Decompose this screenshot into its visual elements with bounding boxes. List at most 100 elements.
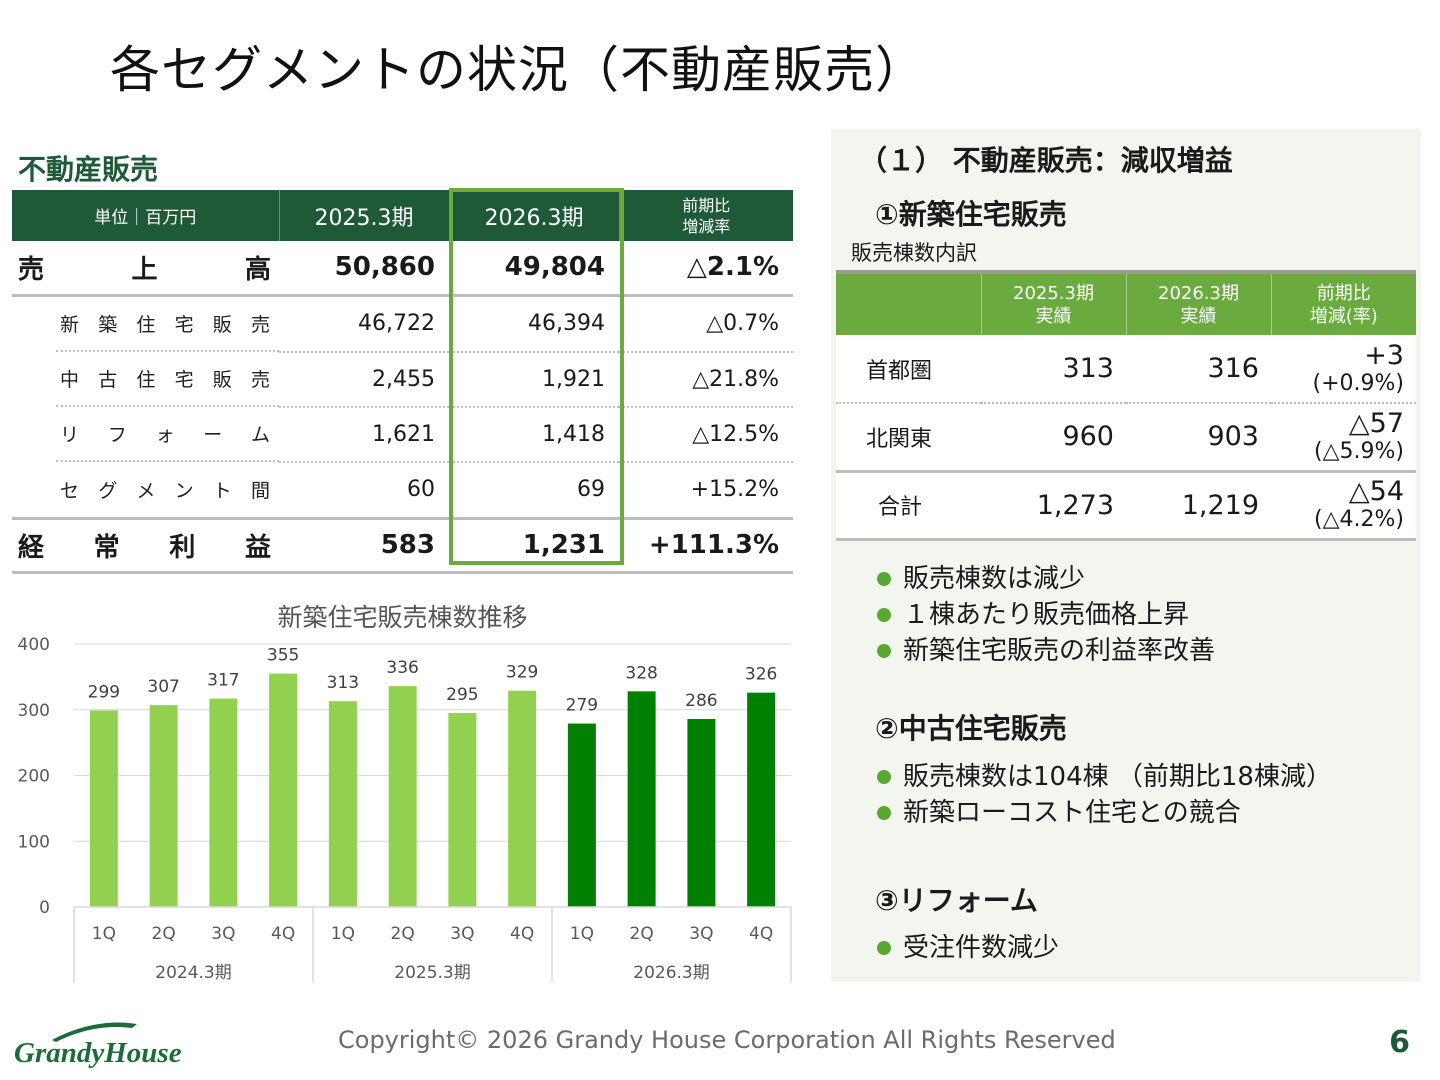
bar-value-label: 279 <box>566 696 598 716</box>
label-char: メ <box>136 479 156 502</box>
label-char: 売 <box>250 313 270 336</box>
label-char: 高 <box>244 254 271 285</box>
curr-value: 1,921 <box>449 351 619 408</box>
financial-row: 中古住宅販売 2,455 1,921 △21.8% <box>12 351 793 408</box>
label-char: 売 <box>250 368 270 391</box>
units-breakdown-caption: 販売棟数内訳 <box>851 241 977 265</box>
label-char: ト <box>212 479 232 502</box>
summary-panel: （１） 不動産販売：減収増益 ①新築住宅販売 販売棟数内訳 2025.3期 実績 2… <box>831 129 1421 982</box>
label-char: セ <box>60 479 80 502</box>
units-header-cell <box>836 272 982 335</box>
units-prev: 960 <box>981 403 1126 473</box>
copyright-text: Copyright© 2026 Grandy House Corporation… <box>338 1026 1116 1054</box>
units-header-cell: 2026.3期 実績 <box>1126 272 1272 335</box>
grandy-house-logo: GrandyHouse <box>14 1022 182 1069</box>
label-char: ム <box>250 423 270 446</box>
bullet-dot-icon <box>877 806 891 820</box>
label-char: 経 <box>18 532 45 563</box>
units-prev: 313 <box>981 335 1126 404</box>
row-label: セグメント間 <box>12 461 279 520</box>
row-label: 新築住宅販売 <box>12 295 279 352</box>
change-value: +111.3% <box>619 518 793 574</box>
svg-text:GrandyHouse: GrandyHouse <box>14 1037 182 1069</box>
label-char: 間 <box>250 479 270 502</box>
label-char: 販 <box>212 313 232 336</box>
label-char: 益 <box>244 532 271 563</box>
units-change: +3 (+0.9%) <box>1271 335 1416 404</box>
units-change-rate: (△5.9%) <box>1314 438 1404 464</box>
bullet-item: 新築住宅販売の利益率改善 <box>877 633 1215 669</box>
bar <box>149 705 178 907</box>
row-label: 経常利益 <box>12 518 279 574</box>
x-tick-label: 1Q <box>331 924 355 944</box>
bullet-dot-icon <box>877 770 891 784</box>
bar <box>388 686 417 907</box>
label-char: 常 <box>93 532 120 563</box>
label-char: 住 <box>136 368 156 391</box>
units-change: △54 (△4.2%) <box>1271 471 1416 541</box>
financial-row: 売 上 高 50,860 49,804 △2.1% <box>12 241 793 297</box>
used-housing-bullets: 販売棟数は104棟 （前期比18棟減） 新築ローコスト住宅との競合 <box>877 759 1332 831</box>
bar <box>448 713 477 907</box>
bar <box>508 690 537 907</box>
financial-table-header: 単位｜百万円 2025.3期 2026.3期 前期比 増減率 <box>12 190 793 241</box>
bar-value-label: 307 <box>147 677 179 697</box>
bar <box>209 698 238 907</box>
bullet-text: 販売棟数は104棟 （前期比18棟減） <box>903 762 1332 792</box>
prev-period-header: 2025.3期 <box>279 190 450 241</box>
x-tick-label: 2Q <box>152 924 176 944</box>
label-char: グ <box>98 479 118 502</box>
label-char: 販 <box>212 368 232 391</box>
label-char: 上 <box>131 254 158 285</box>
units-change-count: △57 <box>1348 407 1404 439</box>
row-label: リフォーム <box>12 407 279 462</box>
units-curr: 316 <box>1126 335 1271 404</box>
units-header-cell: 2025.3期 実績 <box>981 272 1127 335</box>
unit-header: 単位｜百万円 <box>12 190 280 241</box>
units-change-rate: (△4.2%) <box>1314 507 1404 532</box>
units-breakdown-table: 2025.3期 実績 2026.3期 実績 前期比 増減(率) 首都圏 313 316 +3 (+… <box>836 270 1416 541</box>
prev-value: 60 <box>279 461 449 520</box>
units-trend-chart: 新築住宅販売棟数推移 0 100 200 300 400 299 1Q 307 2Q 317 3Q 35… <box>18 603 792 983</box>
curr-value: 1,231 <box>449 518 619 574</box>
y-tick-label: 100 <box>18 832 50 852</box>
bullet-dot-icon <box>877 941 891 955</box>
bullet-item: 新築ローコスト住宅との競合 <box>877 795 1332 831</box>
prev-value: 583 <box>279 518 449 574</box>
bar-value-label: 326 <box>745 665 777 685</box>
units-prev: 1,273 <box>981 471 1126 541</box>
change-value: △12.5% <box>619 406 793 463</box>
row-label: 売上高 <box>12 241 279 297</box>
area-name: 北関東 <box>836 403 981 473</box>
summary-heading: （１） 不動産販売：減収増益 <box>859 144 1233 177</box>
bar <box>89 710 118 907</box>
bar <box>627 691 656 907</box>
curr-value: 69 <box>449 461 619 520</box>
y-tick-label: 200 <box>18 767 50 787</box>
bar-value-label: 336 <box>386 658 418 678</box>
bar-value-label: 317 <box>207 671 239 691</box>
bar <box>567 723 596 907</box>
bullet-dot-icon <box>877 572 891 586</box>
bullet-item: 受注件数減少 <box>877 930 1059 966</box>
x-tick-label: 4Q <box>749 924 773 944</box>
x-group-label: 2024.3期 <box>155 963 231 983</box>
x-tick-label: 4Q <box>510 924 534 944</box>
y-tick-label: 0 <box>39 898 50 918</box>
bar <box>269 673 298 907</box>
bullet-item: 販売棟数は104棟 （前期比18棟減） <box>877 759 1332 795</box>
label-char: 住 <box>136 313 156 336</box>
area-name: 合計 <box>836 471 981 541</box>
bullet-item: 販売棟数は減少 <box>877 561 1215 597</box>
label-char: ー <box>203 423 223 446</box>
x-tick-label: 3Q <box>450 924 474 944</box>
bullet-dot-icon <box>877 608 891 622</box>
label-char: 築 <box>98 313 118 336</box>
prev-value: 50,860 <box>279 241 449 297</box>
change-rate-header: 前期比 増減率 <box>619 190 793 241</box>
bullet-dot-icon <box>877 644 891 658</box>
curr-value: 1,418 <box>449 406 619 463</box>
label-char: ン <box>174 479 194 502</box>
row-label: 中古住宅販売 <box>12 352 279 407</box>
curr-value: 49,804 <box>449 241 619 297</box>
